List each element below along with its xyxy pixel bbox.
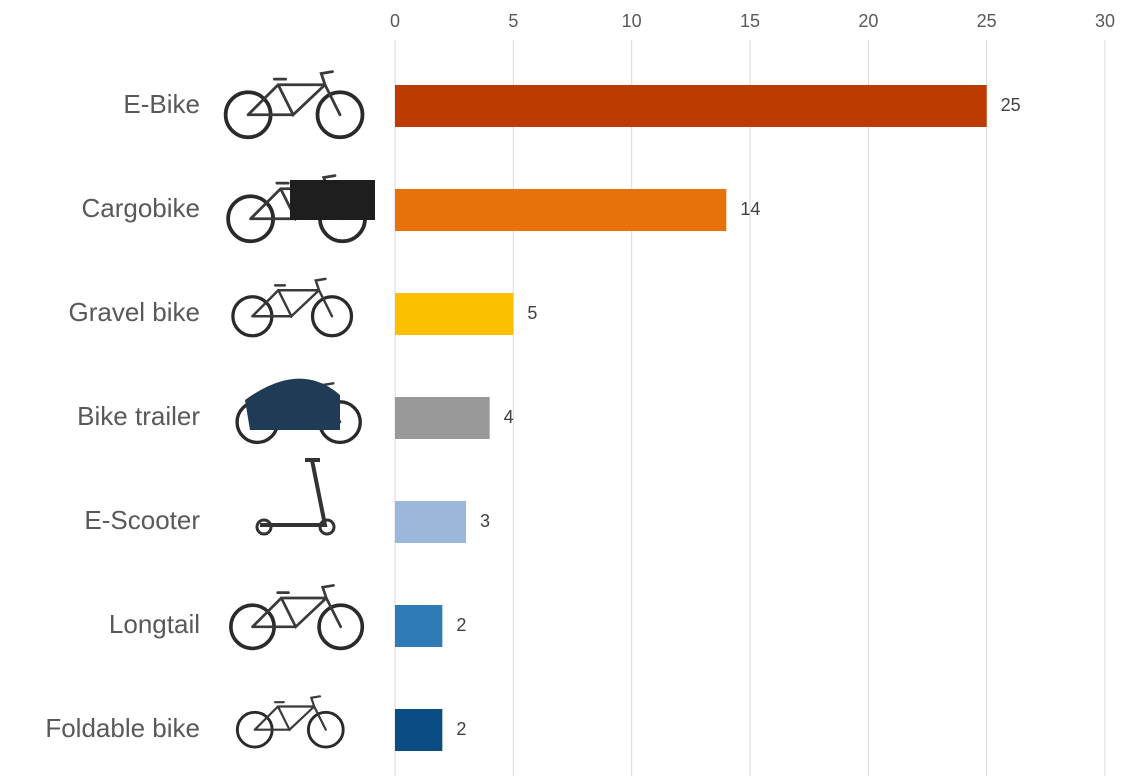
bar [395, 709, 443, 751]
category-label: Bike trailer [77, 401, 200, 431]
category-label: E-Scooter [84, 505, 200, 535]
x-tick-label: 30 [1095, 11, 1115, 31]
x-tick-label: 25 [977, 11, 997, 31]
icon-trailer-body [245, 378, 340, 430]
category-label: Gravel bike [69, 297, 201, 327]
category-label: E-Bike [123, 89, 200, 119]
icon-scooter-wheel [255, 518, 273, 536]
x-tick-label: 20 [858, 11, 878, 31]
bar [395, 501, 466, 543]
icon-gravel-bike [231, 277, 354, 338]
bar [395, 189, 727, 231]
bar [395, 293, 514, 335]
icon-longtail [228, 583, 365, 651]
value-label: 14 [740, 199, 760, 219]
icon-scooter-wheel [318, 518, 336, 536]
bar [395, 85, 987, 127]
x-tick-label: 15 [740, 11, 760, 31]
bar [395, 605, 443, 647]
bar [395, 397, 490, 439]
value-label: 2 [456, 719, 466, 739]
category-label: Longtail [109, 609, 200, 639]
icon-e-bike [223, 69, 365, 140]
value-label: 2 [456, 615, 466, 635]
value-label: 4 [504, 407, 514, 427]
value-label: 25 [1001, 95, 1021, 115]
x-tick-label: 0 [390, 11, 400, 31]
value-label: 5 [527, 303, 537, 323]
category-icons [223, 69, 375, 749]
x-tick-label: 10 [622, 11, 642, 31]
x-tick-label: 5 [508, 11, 518, 31]
icon-foldable-bike [235, 694, 345, 749]
value-label: 3 [480, 511, 490, 531]
icon-cargo-box [290, 180, 375, 220]
category-label: Cargobike [81, 193, 200, 223]
icon-e-scooter [260, 458, 328, 527]
category-label: Foldable bike [45, 713, 200, 743]
